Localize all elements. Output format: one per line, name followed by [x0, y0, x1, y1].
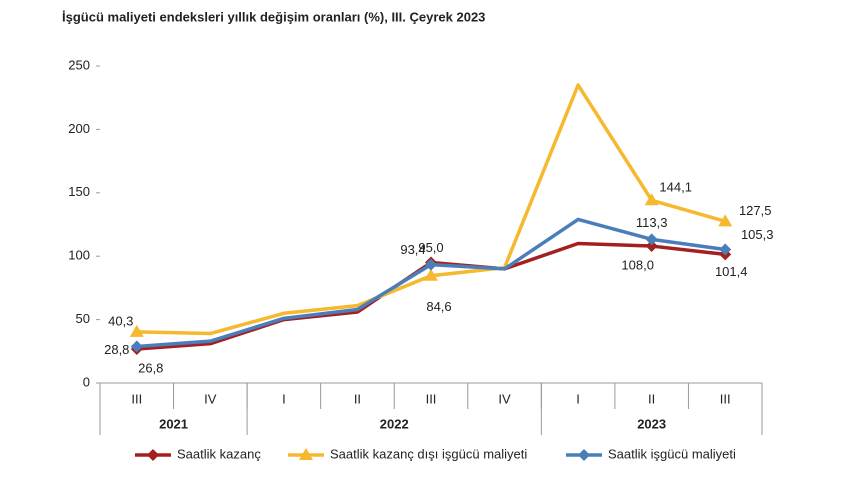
point — [576, 242, 580, 246]
data-label: 108,0 — [621, 257, 654, 272]
point-marker — [424, 268, 438, 281]
data-label: 105,3 — [741, 227, 774, 242]
point-marker — [645, 233, 658, 246]
y-tick-label: 100 — [68, 248, 90, 263]
point — [355, 304, 359, 308]
data-label: 84,6 — [426, 299, 451, 314]
legend-marker — [299, 448, 313, 460]
y-tick-label: 150 — [68, 184, 90, 199]
point — [208, 339, 212, 343]
y-tick-label: 50 — [76, 311, 90, 326]
y-tick-label: 250 — [68, 57, 90, 72]
x-tick-label: IV — [498, 391, 511, 406]
point-marker — [129, 324, 144, 337]
point — [503, 267, 507, 271]
data-label: 144,1 — [659, 180, 692, 195]
data-label: 101,4 — [715, 264, 748, 279]
year-label: 2023 — [637, 416, 666, 431]
point-marker — [425, 258, 437, 271]
point-marker — [718, 214, 733, 227]
series-line — [136, 83, 726, 336]
data-label: 113,3 — [636, 215, 668, 230]
x-tick-label: I — [576, 391, 580, 406]
point-marker — [719, 243, 732, 256]
data-label: 95,0 — [418, 240, 443, 255]
chart-title: İşgücü maliyeti endeksleri yıllık değişi… — [62, 9, 485, 24]
legend-label: Saatlik işgücü maliyeti — [608, 446, 736, 461]
x-tick-label: III — [131, 391, 142, 406]
legend-label: Saatlik kazanç dışı işgücü maliyeti — [330, 446, 527, 461]
x-tick-label: III — [426, 391, 437, 406]
data-label: 40,3 — [108, 313, 133, 328]
legend-marker — [578, 449, 590, 461]
legend-label: Saatlik kazanç — [177, 446, 261, 461]
data-label: 127,5 — [739, 203, 772, 218]
year-label: 2022 — [380, 416, 409, 431]
x-tick-label: II — [648, 391, 655, 406]
point-marker — [130, 340, 143, 353]
point-marker — [644, 193, 659, 206]
point — [576, 217, 580, 221]
point — [282, 311, 286, 315]
x-tick-label: II — [354, 391, 361, 406]
x-tick-label: III — [720, 391, 731, 406]
legend-marker — [147, 449, 159, 461]
y-tick-label: 200 — [68, 121, 90, 136]
point — [576, 83, 580, 87]
x-tick-label: I — [282, 391, 286, 406]
x-tick-label: IV — [204, 391, 217, 406]
data-label: 26,8 — [138, 360, 163, 375]
y-tick-label: 0 — [83, 374, 90, 389]
point — [282, 316, 286, 320]
series-line — [136, 217, 726, 349]
point — [355, 307, 359, 311]
point — [208, 332, 212, 336]
data-label: 28,8 — [104, 342, 129, 357]
point-marker — [645, 240, 658, 253]
data-label: 93,4 — [400, 242, 425, 257]
year-label: 2021 — [159, 416, 188, 431]
